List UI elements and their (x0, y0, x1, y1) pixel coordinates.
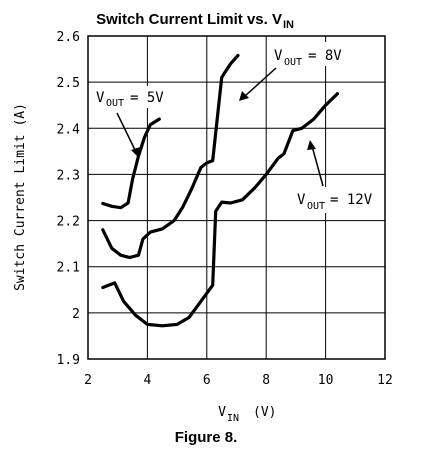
annotation-vout-8v-v: V (274, 48, 283, 64)
annotation-vout-8v-value: = 8V (308, 48, 342, 64)
x-axis-label-subscript: IN (227, 413, 239, 424)
chart-title: Switch Current Limit vs. V (96, 11, 282, 28)
annotation-vout-8v-arrowhead (239, 91, 249, 101)
x-tick-label: 4 (143, 373, 151, 388)
series-line-1 (101, 117, 161, 210)
annotation-vout-12v-sub: OUT (307, 201, 325, 212)
annotation-vout-5v-arrowhead (131, 147, 140, 158)
annotation-vout-5v-arrow (116, 112, 138, 155)
annotation-vout-12v-v: V (297, 192, 306, 208)
x-tick-label: 6 (203, 373, 211, 388)
grid (88, 36, 385, 359)
figure-caption: Figure 8. (175, 429, 238, 446)
series-line-2 (101, 53, 240, 260)
x-tick-label: 10 (318, 373, 334, 388)
plot-frame (87, 35, 386, 360)
annotation-vout-5v: V OUT = 5V (92, 86, 164, 158)
series-line-3 (101, 92, 340, 328)
y-tick-label: 2.1 (57, 261, 80, 276)
x-tick-labels: 2 4 6 8 10 12 (84, 373, 393, 388)
annotation-vout-8v-sub: OUT (284, 57, 302, 68)
y-axis-label: Switch Current Limit (A) (13, 103, 28, 291)
x-tick-label: 8 (262, 373, 270, 388)
y-tick-label: 2.4 (57, 122, 81, 137)
y-tick-label: 2.3 (57, 168, 80, 183)
x-axis-label: V (218, 405, 226, 420)
x-axis-label-unit: (V) (253, 405, 276, 420)
x-tick-label: 2 (84, 373, 92, 388)
annotation-vout-12v: V OUT = 12V (294, 140, 380, 213)
y-tick-label: 2.6 (57, 30, 80, 45)
annotation-vout-12v-arrowhead (307, 140, 316, 150)
y-tick-labels: 1.9 2 2.1 2.2 2.3 2.4 2.5 2.6 (57, 30, 81, 368)
annotation-vout-5v-sub: OUT (106, 98, 124, 109)
annotation-vout-8v: V OUT = 8V (239, 42, 342, 101)
y-tick-label: 1.9 (57, 353, 80, 368)
annotation-vout-5v-v: V (96, 90, 105, 106)
x-tick-label: 12 (377, 373, 393, 388)
series-group (101, 53, 340, 328)
y-tick-label: 2.2 (57, 215, 80, 230)
y-tick-label: 2 (72, 307, 80, 322)
chart-title-subscript: IN (283, 19, 294, 31)
annotation-vout-5v-value: = 5V (130, 90, 164, 106)
annotation-vout-8v-arrow (244, 67, 277, 97)
annotation-vout-12v-value: = 12V (330, 192, 373, 208)
y-tick-label: 2.5 (57, 76, 80, 91)
annotation-vout-12v-arrow (311, 145, 324, 187)
